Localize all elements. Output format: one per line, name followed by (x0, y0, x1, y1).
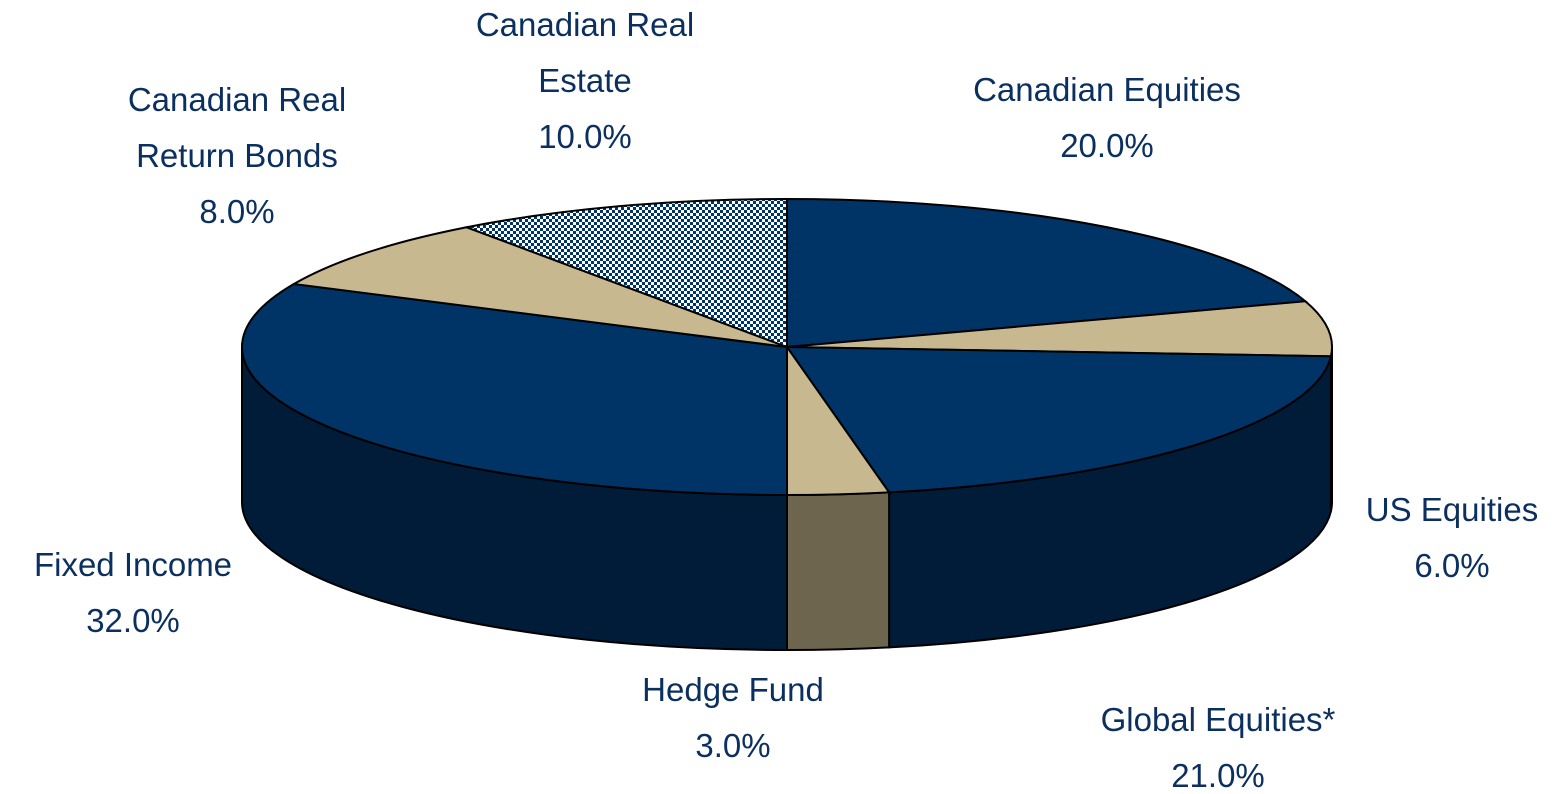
value-label: 6.0% (1414, 547, 1490, 584)
value-label: 32.0% (86, 602, 180, 639)
slice-side (786, 491, 891, 652)
slice-label: Canadian Equities 20.0% (897, 62, 1317, 174)
category-name: US Equities (1365, 491, 1539, 528)
slice-label: Canadian Real Return Bonds 8.0% (87, 72, 387, 240)
category-name: Fixed Income (33, 546, 233, 583)
category-name: Global Equities* (1100, 701, 1336, 738)
slice (785, 345, 1333, 494)
slice (290, 226, 788, 348)
slice-label: US Equities 6.0% (1322, 482, 1566, 594)
slice (786, 300, 1333, 358)
category-name: Canadian Equities (973, 71, 1241, 108)
value-label: 21.0% (1171, 757, 1265, 794)
category-name: Canadian Real Return Bonds (127, 81, 347, 174)
slice-label: Global Equities* 21.0% (1038, 692, 1398, 794)
slice (463, 197, 788, 349)
value-label: 20.0% (1060, 127, 1154, 164)
value-label: 3.0% (695, 727, 771, 764)
slice (786, 197, 1308, 349)
category-name: Canadian Real Estate (475, 6, 695, 99)
slice (241, 282, 788, 497)
category-name: Hedge Fund (642, 671, 824, 708)
value-label: 8.0% (199, 193, 275, 230)
slice-label: Canadian Real Estate 10.0% (450, 0, 720, 165)
value-label: 10.0% (538, 118, 632, 155)
slice-label: Hedge Fund 3.0% (583, 662, 883, 774)
slice-label: Fixed Income 32.0% (0, 537, 283, 649)
